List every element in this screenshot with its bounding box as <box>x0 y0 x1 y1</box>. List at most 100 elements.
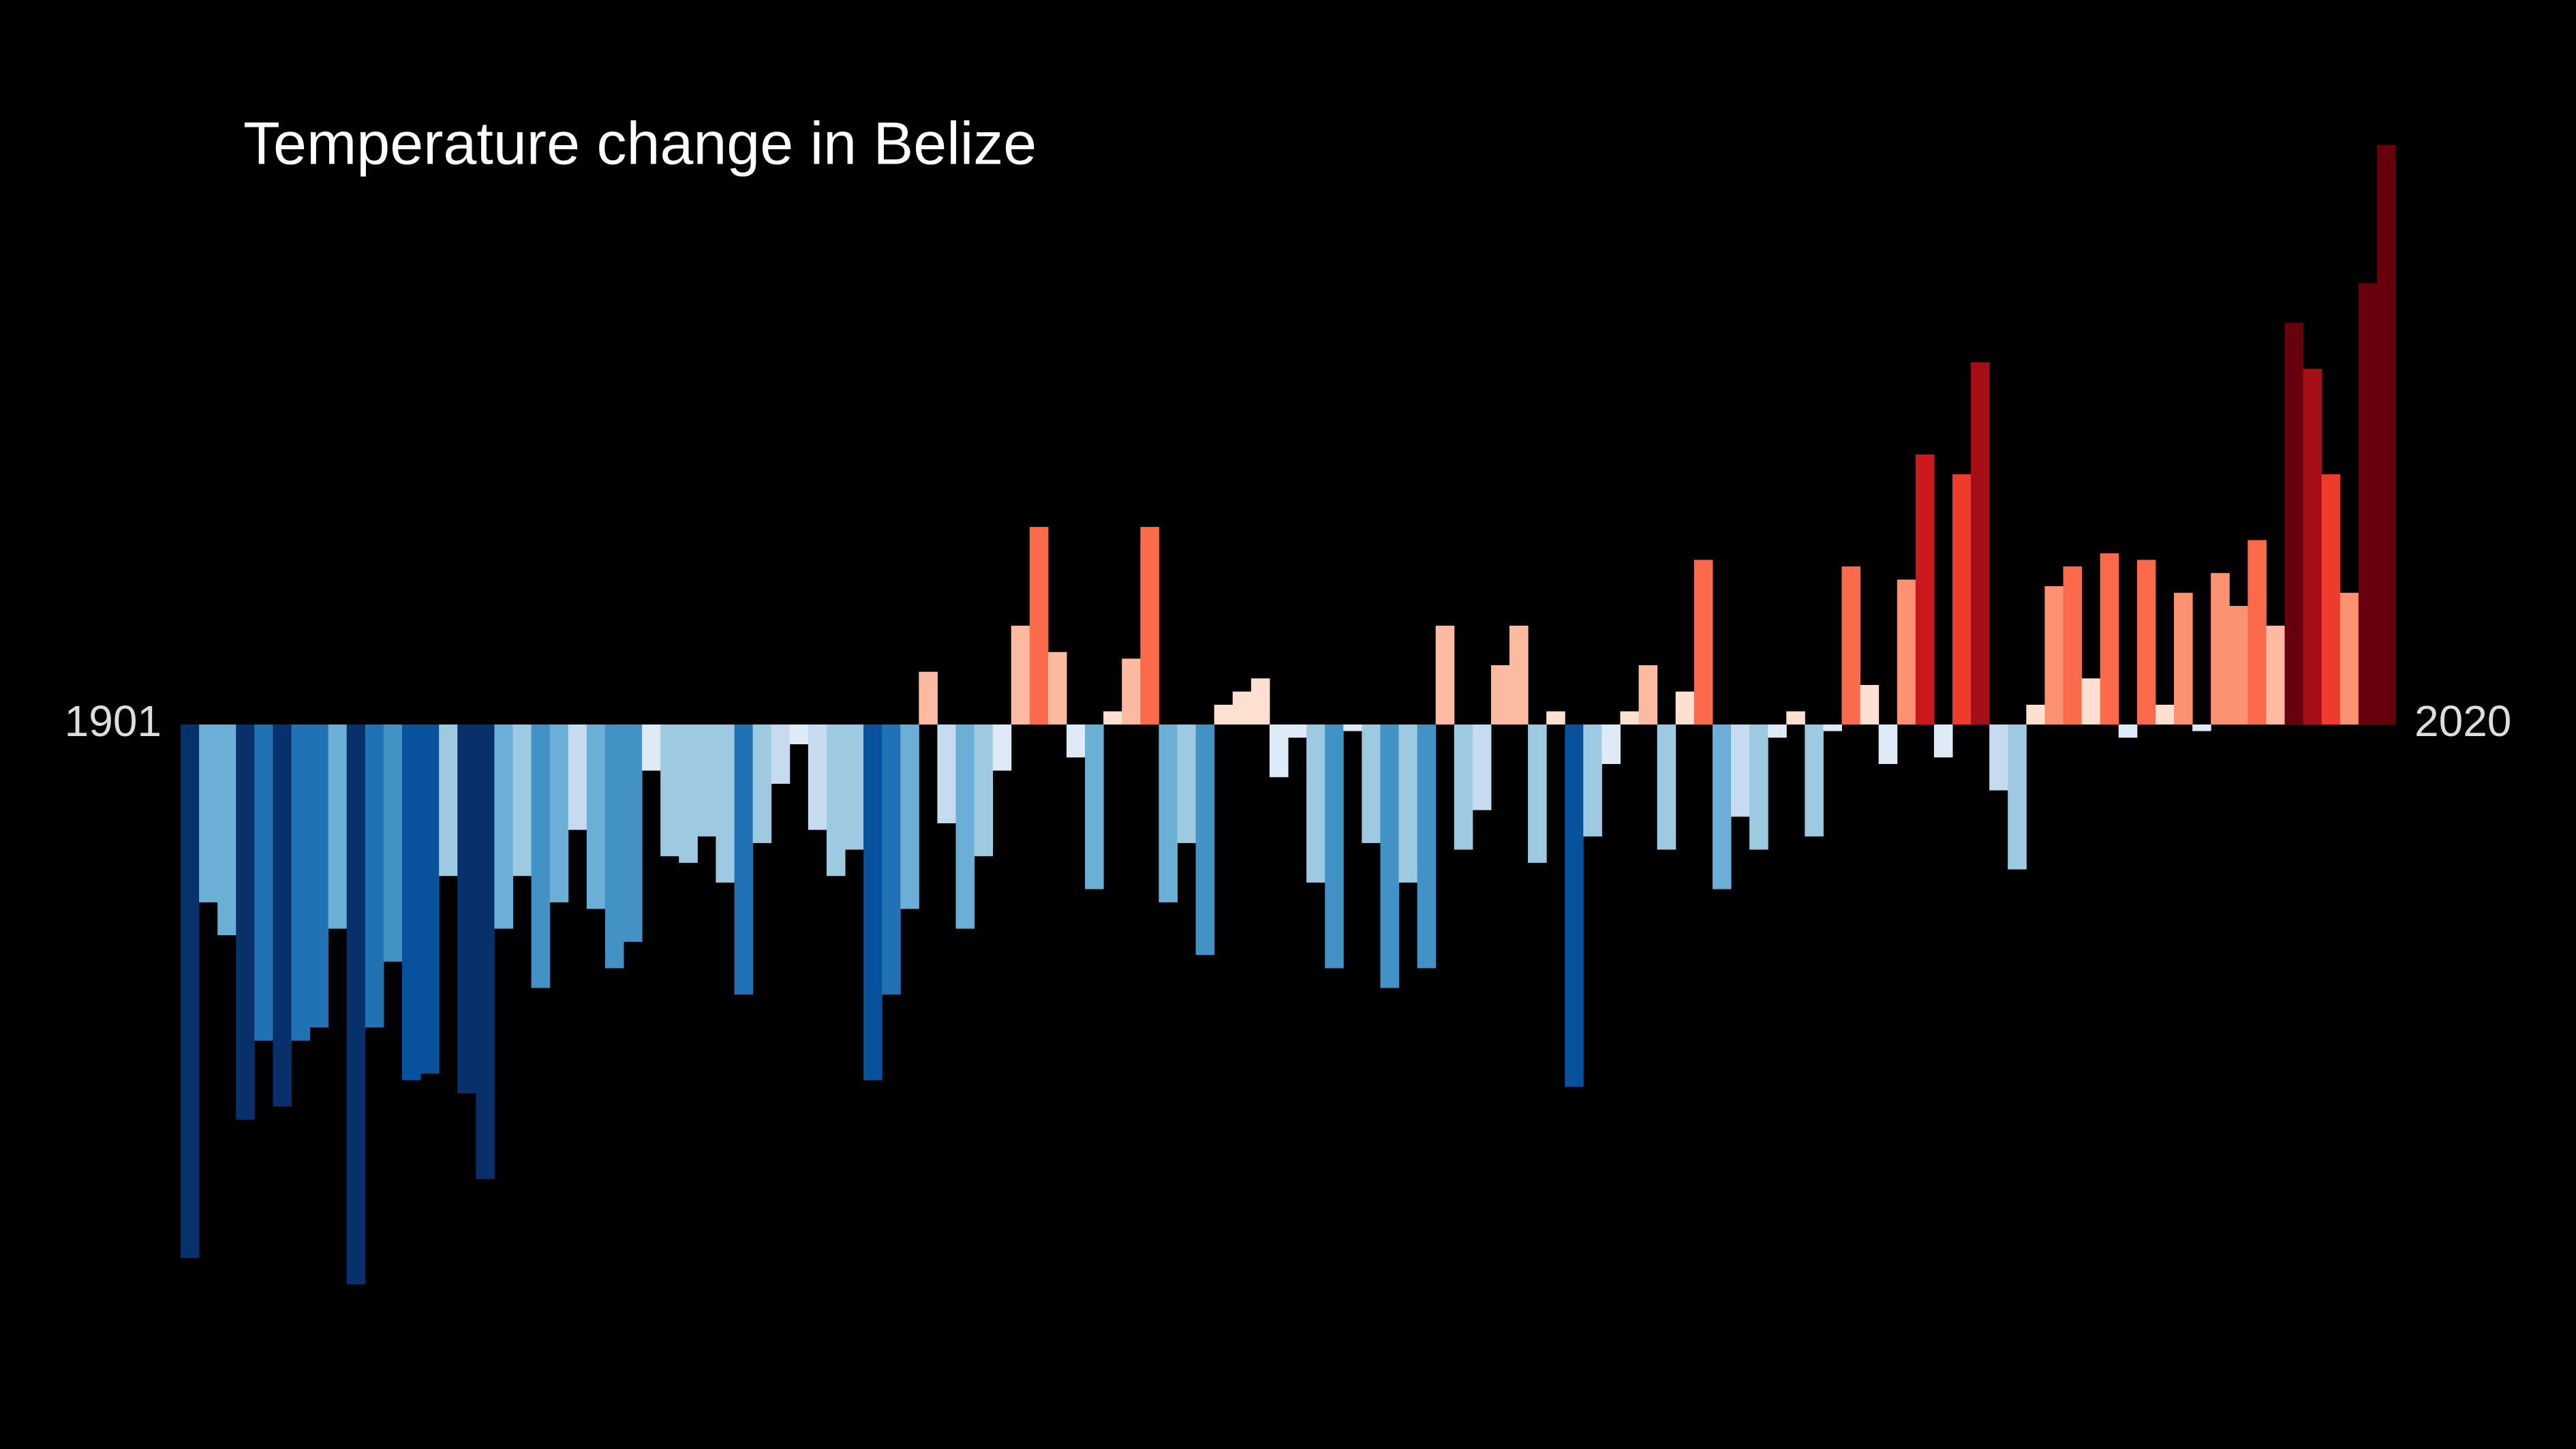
bar <box>2211 573 2230 724</box>
bar <box>1712 724 1732 889</box>
bar <box>624 724 643 942</box>
bar <box>1915 454 1935 724</box>
bar <box>1601 724 1621 764</box>
bar <box>789 724 809 744</box>
bar <box>1565 724 1584 1087</box>
bar <box>1952 474 1972 724</box>
bar <box>2266 626 2285 724</box>
bar <box>1860 685 1880 724</box>
bar <box>826 724 846 876</box>
bar <box>1546 711 1565 724</box>
bar <box>1232 691 1252 724</box>
bar <box>531 724 551 988</box>
bar <box>1011 626 1030 724</box>
bar <box>1638 665 1658 724</box>
bar <box>383 724 403 962</box>
bar <box>1362 724 1381 843</box>
bar <box>752 724 772 843</box>
bar <box>900 724 919 909</box>
bar <box>586 724 606 909</box>
bar <box>1343 724 1362 731</box>
bar <box>1897 579 1916 724</box>
bar <box>2136 560 2156 724</box>
bar <box>845 724 864 850</box>
bar <box>1693 560 1713 724</box>
bar <box>457 724 476 1094</box>
bar <box>642 724 661 771</box>
bar <box>808 724 827 830</box>
bar <box>291 724 311 1041</box>
bar <box>2358 283 2378 724</box>
bar <box>919 671 938 724</box>
bar <box>1047 652 1067 724</box>
bar <box>402 724 421 1080</box>
bar <box>1195 724 1215 956</box>
bar <box>1122 658 1141 724</box>
bar <box>1786 711 1805 724</box>
bar <box>2340 592 2359 724</box>
bar <box>254 724 273 1041</box>
bar <box>604 724 624 968</box>
bar <box>771 724 791 784</box>
bar <box>2008 724 2027 870</box>
bar <box>346 724 366 1285</box>
bar <box>236 724 255 1120</box>
bar <box>2063 566 2083 724</box>
bar <box>1490 665 1510 724</box>
bar <box>1435 626 1455 724</box>
bar <box>1029 527 1049 724</box>
bar <box>217 724 236 936</box>
bar <box>273 724 292 1107</box>
bar <box>1067 724 1086 758</box>
bar <box>1251 678 1270 724</box>
bar <box>1159 724 1178 902</box>
bar <box>1768 724 1787 738</box>
bar <box>697 724 716 837</box>
year-label: 2020 <box>2414 697 2511 746</box>
bar <box>2174 592 2193 724</box>
bar <box>1103 711 1122 724</box>
bar <box>1140 527 1159 724</box>
bar <box>1288 724 1307 738</box>
chart-title: Temperature change in Belize <box>243 109 1037 177</box>
bar <box>1971 362 1990 724</box>
bar <box>1933 724 1953 758</box>
bar <box>2303 369 2322 724</box>
bar <box>2248 540 2267 724</box>
bar <box>1085 724 1104 889</box>
bar <box>1823 724 1842 731</box>
bar <box>439 724 458 876</box>
bar <box>1509 626 1529 724</box>
bar <box>2155 705 2175 724</box>
bar <box>309 724 329 1028</box>
bar <box>955 724 975 929</box>
bar <box>365 724 384 1028</box>
bar <box>1749 724 1768 850</box>
bar <box>679 724 698 863</box>
bar <box>716 724 735 883</box>
bar <box>1731 724 1750 817</box>
bar <box>568 724 587 830</box>
bar <box>1454 724 1473 850</box>
bar <box>882 724 901 995</box>
bar <box>2118 724 2138 738</box>
bar <box>734 724 754 995</box>
bar <box>1472 724 1492 810</box>
bar <box>328 724 348 929</box>
bar <box>1989 724 2008 791</box>
bar <box>1325 724 1344 968</box>
bar <box>1675 691 1695 724</box>
bar <box>494 724 513 929</box>
bar <box>1214 705 1233 724</box>
bar <box>1177 724 1197 843</box>
bar <box>420 724 440 1074</box>
bar <box>660 724 679 857</box>
bar <box>181 724 200 1258</box>
bar <box>476 724 495 1179</box>
bar <box>2376 144 2396 725</box>
bar <box>1805 724 1824 837</box>
bar <box>937 724 956 823</box>
bar <box>199 724 218 902</box>
bar <box>1583 724 1602 837</box>
